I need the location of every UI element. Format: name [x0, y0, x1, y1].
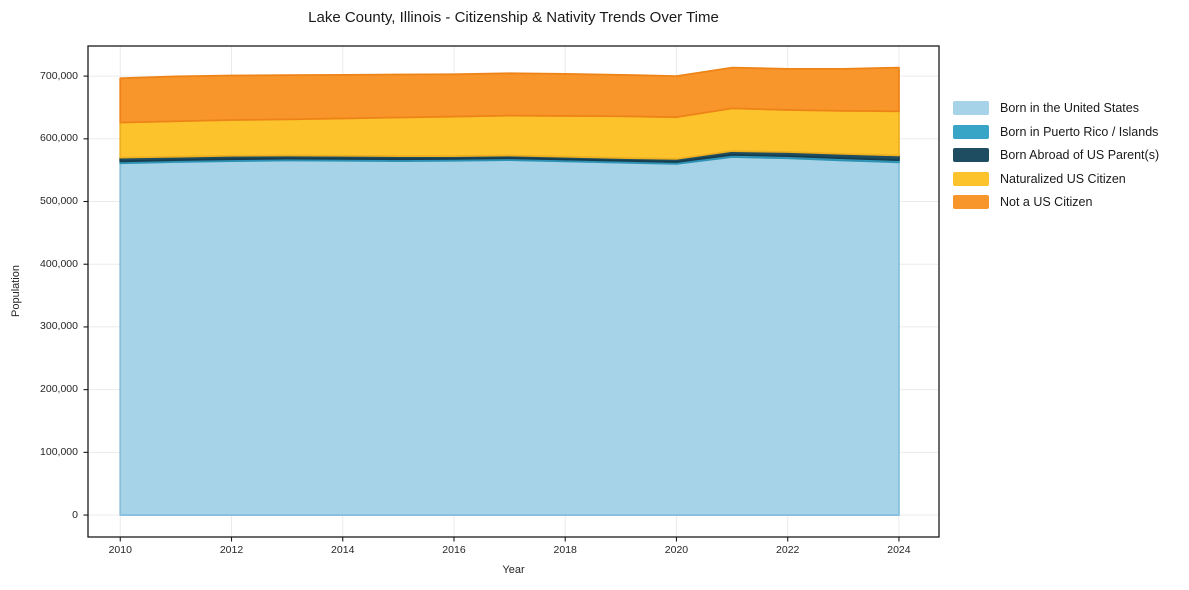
- chart-title: Lake County, Illinois - Citizenship & Na…: [308, 9, 719, 26]
- legend: Born in the United States Born in Puerto …: [953, 101, 1159, 219]
- x-axis-title: Year: [502, 564, 525, 576]
- legend-label: Born in the United States: [1000, 101, 1139, 115]
- x-tick-label: 2018: [553, 544, 577, 556]
- plot-border: [87, 45, 940, 538]
- x-tick-label: 2022: [776, 544, 800, 556]
- y-axis-title: Population: [10, 265, 22, 317]
- y-tick-label: 300,000: [40, 320, 78, 333]
- legend-label: Born Abroad of US Parent(s): [1000, 148, 1160, 162]
- legend-swatch: [953, 101, 989, 115]
- x-tick-label: 2010: [108, 544, 132, 556]
- x-tick-label: 2014: [331, 544, 355, 556]
- y-tick-label: 600,000: [40, 132, 78, 145]
- legend-label: Not a US Citizen: [1000, 195, 1093, 209]
- x-tick-label: 2024: [887, 544, 911, 556]
- legend-swatch: [953, 171, 989, 186]
- y-tick-label: 400,000: [40, 257, 78, 270]
- y-tick-label: 100,000: [40, 445, 78, 458]
- legend-label: Naturalized US Citizen: [1000, 171, 1126, 186]
- x-tick-label: 2020: [664, 544, 689, 556]
- y-tick-label: 200,000: [40, 383, 78, 396]
- legend-row: Born Abroad of US Parent(s): [953, 148, 1159, 162]
- legend-swatch: [953, 195, 989, 209]
- area-series-4: [119, 66, 900, 124]
- x-tick-label: 2016: [442, 544, 466, 556]
- y-tick-label: 700,000: [40, 69, 78, 82]
- y-tick-label: 0: [72, 508, 78, 521]
- legend-swatch: [953, 124, 989, 139]
- legend-label: Born in Puerto Rico / Islands: [1000, 124, 1159, 139]
- legend-swatch: [953, 148, 989, 162]
- area-series-0: [119, 156, 900, 516]
- legend-row: Born in the United States: [953, 101, 1159, 115]
- y-tick-label: 500,000: [40, 195, 78, 207]
- legend-row: Born in Puerto Rico / Islands: [953, 124, 1159, 139]
- legend-row: Not a US Citizen: [953, 195, 1159, 209]
- x-tick-label: 2012: [219, 544, 244, 556]
- legend-row: Naturalized US Citizen: [953, 171, 1159, 186]
